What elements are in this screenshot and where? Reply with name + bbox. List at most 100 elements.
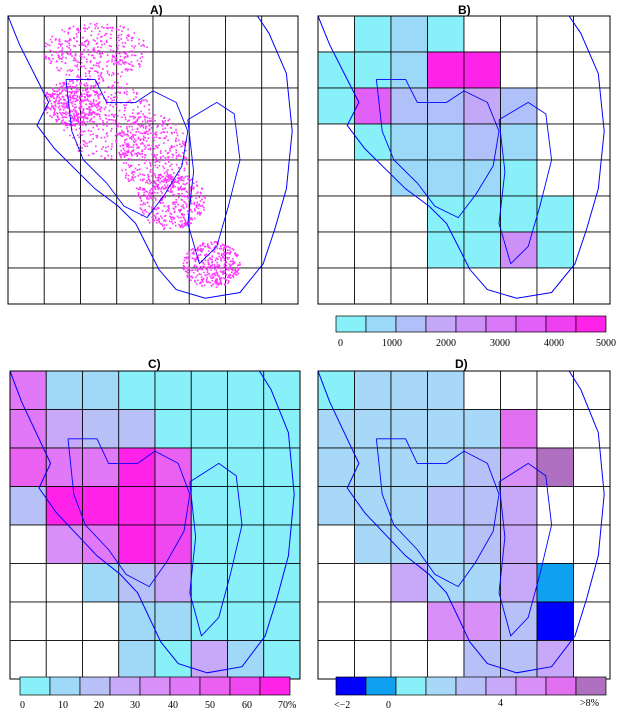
observation-point — [60, 121, 63, 124]
observation-point — [173, 181, 176, 184]
observation-point — [84, 114, 86, 117]
observation-point — [123, 155, 126, 158]
observation-point — [136, 147, 138, 149]
observation-point — [138, 117, 140, 119]
observation-point — [134, 167, 137, 170]
observation-point — [63, 81, 65, 84]
observation-point — [161, 180, 164, 183]
observation-point — [200, 249, 203, 252]
observation-point — [145, 130, 148, 133]
panel-b-grid-cell — [354, 267, 392, 305]
panel-b-grid-cell — [463, 195, 501, 233]
panel-d-grid-cell — [317, 370, 355, 410]
observation-point — [158, 161, 161, 163]
observation-point — [87, 42, 90, 45]
observation-point — [141, 150, 144, 152]
observation-point — [137, 193, 140, 196]
panel-c-grid-cell — [118, 370, 156, 410]
observation-point — [181, 188, 183, 191]
observation-point — [157, 124, 159, 127]
observation-point — [113, 73, 115, 76]
observation-point — [153, 154, 156, 156]
observation-point — [176, 144, 178, 147]
panel-a-boundary-outline — [65, 78, 189, 219]
panel-d-grid-cell — [536, 409, 574, 449]
observation-point — [173, 211, 176, 214]
panel-c-grid-cell — [9, 370, 47, 410]
observation-point — [139, 102, 142, 105]
observation-point — [151, 153, 154, 156]
panel-a-grid-cell — [43, 231, 81, 269]
observation-point — [191, 218, 194, 221]
observation-point — [221, 243, 224, 246]
observation-point — [162, 219, 165, 222]
observation-point — [196, 213, 199, 215]
panel-a-grid-cell — [152, 231, 190, 269]
observation-point — [74, 58, 77, 60]
observation-point — [152, 190, 154, 192]
observation-point — [122, 132, 125, 134]
observation-point — [78, 147, 80, 149]
observation-point — [96, 94, 99, 97]
panel-b-grid-cell — [536, 123, 574, 161]
panel-c-grid-cell — [82, 524, 120, 564]
observation-point — [119, 25, 122, 28]
observation-point — [227, 269, 230, 271]
observation-point — [149, 147, 152, 150]
observation-point — [79, 30, 81, 32]
observation-point — [162, 122, 164, 125]
observation-point — [191, 211, 193, 213]
observation-point — [79, 132, 81, 135]
observation-point — [158, 144, 160, 147]
observation-point — [63, 30, 66, 33]
panel-d-grid-cell — [536, 601, 574, 641]
legend-d-tick: <−2 — [334, 700, 351, 711]
observation-point — [123, 62, 125, 64]
observation-point — [104, 157, 106, 159]
observation-point — [58, 38, 61, 41]
observation-point — [149, 117, 151, 120]
panel-a-grid-cell — [261, 87, 299, 125]
observation-point — [90, 140, 93, 143]
observation-point — [75, 33, 78, 35]
observation-point — [191, 269, 194, 272]
observation-point — [99, 75, 102, 77]
observation-point — [136, 113, 139, 115]
observation-point — [157, 207, 159, 209]
observation-point — [79, 55, 82, 57]
observation-point — [115, 62, 117, 65]
observation-point — [227, 276, 229, 279]
observation-point — [135, 152, 138, 155]
panel-b-grid-cell — [390, 15, 428, 53]
panel-a-grid-cell — [116, 159, 154, 197]
observation-point — [128, 119, 130, 122]
panel-d-grid-cell — [463, 640, 501, 680]
panel-a-grid-cell — [43, 195, 81, 233]
observation-point — [153, 182, 156, 184]
observation-point — [106, 72, 109, 74]
panel-d-grid-cell — [463, 370, 501, 410]
observation-point — [167, 205, 170, 208]
legend-c-swatch — [49, 676, 81, 696]
panel-b-grid-cell — [427, 267, 465, 305]
observation-point — [181, 214, 184, 216]
panel-c-grid-cell — [9, 447, 47, 487]
observation-point — [114, 92, 117, 94]
observation-point — [199, 244, 202, 247]
observation-point — [117, 51, 119, 54]
observation-point — [136, 144, 138, 146]
observation-point — [138, 65, 141, 68]
observation-point — [117, 36, 120, 39]
observation-point — [140, 110, 142, 113]
observation-point — [65, 106, 68, 109]
observation-point — [123, 133, 126, 136]
observation-point — [212, 266, 214, 269]
observation-point — [159, 137, 162, 139]
observation-point — [98, 78, 100, 81]
observation-point — [111, 145, 113, 148]
observation-point — [170, 221, 173, 223]
observation-point — [165, 158, 167, 161]
observation-point — [84, 99, 87, 102]
observation-point — [183, 201, 185, 203]
observation-point — [116, 96, 118, 99]
